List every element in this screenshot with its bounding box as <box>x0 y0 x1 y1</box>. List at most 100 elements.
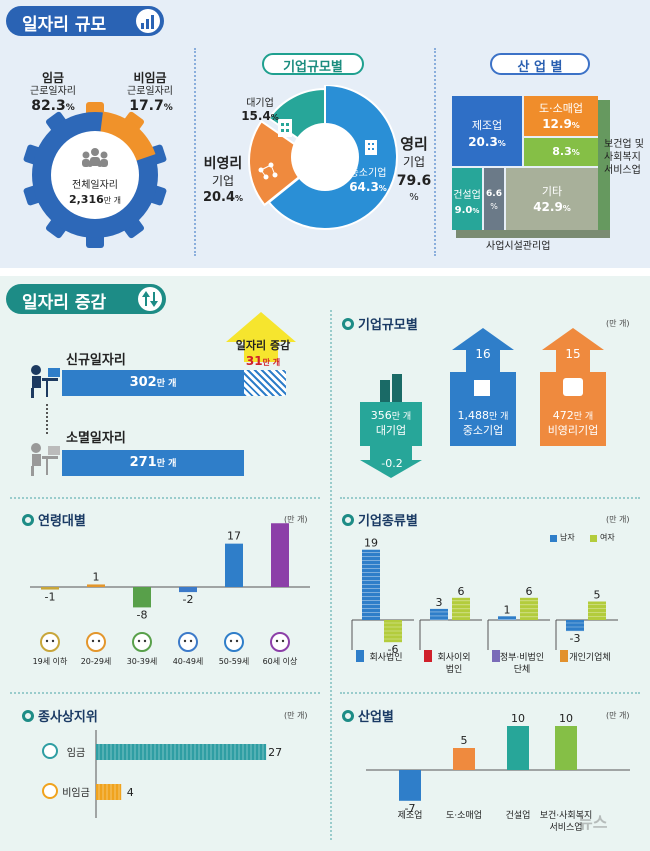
size-change-title-text: 기업규모별 <box>358 318 418 333</box>
sector-value-label: 10 <box>511 714 525 725</box>
up-down-arrows-icon <box>138 287 162 311</box>
sector-chart-unit: (만 개) <box>606 711 630 720</box>
bullet-icon <box>22 710 34 722</box>
facility-value: 6.6 <box>486 189 502 199</box>
health-label-3: 서비스업 <box>604 165 641 176</box>
age-value-label: 17 <box>227 530 241 543</box>
wage-value: 82.3% <box>18 98 88 114</box>
status-chart-unit: (만 개) <box>284 711 308 720</box>
age-bar <box>271 523 289 587</box>
treemap-side <box>598 100 610 230</box>
other-block <box>506 168 598 230</box>
total-jobs-label: 전체일자리 <box>72 180 118 191</box>
person-eye <box>275 639 279 643</box>
legend-female-swatch <box>590 535 597 542</box>
person-eye <box>51 639 55 643</box>
age-category-label: 20-29세 <box>81 657 112 666</box>
sme-pct: % <box>378 184 387 193</box>
sector-value-label: 5 <box>461 734 468 747</box>
manufacturing-number: 20.3 <box>468 135 498 149</box>
worker-desk-icon <box>31 443 60 476</box>
health-label-1: 보건업 및 <box>604 139 644 150</box>
nonwage-value-pct: % <box>163 103 173 113</box>
person-face-icon <box>42 783 58 799</box>
age-value-label: -2 <box>183 593 194 606</box>
sector-bar <box>507 726 529 770</box>
age-bar <box>41 587 59 590</box>
sector-chart-title: 산업별 <box>342 706 394 725</box>
increase-label: 일자리 증감 <box>235 339 291 352</box>
retail-value: 12.9% <box>524 117 598 131</box>
sector-category-label: 서비스업 <box>549 822 582 833</box>
other-value: 42.9% <box>506 200 598 214</box>
large-company-value: 15.4% <box>234 109 286 123</box>
person-eye <box>97 639 101 643</box>
health-label-2: 사회복지 <box>604 152 641 163</box>
person-face-icon <box>42 743 58 759</box>
lost-jobs-bar <box>62 450 244 476</box>
nonprofit-pct: % <box>235 194 244 203</box>
orgtype-category-label: 단체 <box>514 664 531 675</box>
size-increase-arrows <box>452 328 604 374</box>
increase-number: 31 <box>245 354 263 368</box>
sector-chart-title-text: 산업별 <box>358 710 394 725</box>
new-jobs-bar <box>62 370 244 396</box>
age-bar <box>87 584 105 587</box>
large-company-number: 15.4 <box>241 109 271 123</box>
person-eye <box>45 639 49 643</box>
sector-category-label: 제조업 <box>398 810 423 821</box>
orgtype-value-label: 5 <box>594 589 601 602</box>
profit-label-sub: 기업 <box>402 155 426 169</box>
sme-count-number: 1,488 <box>457 409 490 422</box>
construction-label: 건설업 <box>453 190 481 201</box>
nonprofit-label-sub: 기업 <box>211 174 235 188</box>
orgtype-chart-title: 기업종류별 <box>342 510 418 529</box>
nonprofit-increase-arrow <box>542 328 604 374</box>
age-category-label: 30-39세 <box>127 657 158 666</box>
facility-block <box>484 168 504 230</box>
orgtype-category-label: 법인 <box>446 664 463 675</box>
status-bar <box>96 744 267 760</box>
size-change-graphic <box>360 372 606 478</box>
building-icon <box>560 650 568 662</box>
orgtype-value-label: 1 <box>504 603 511 616</box>
sme-label: 중소기업 <box>349 168 387 179</box>
age-category-label: 19세 이하 <box>33 656 68 666</box>
age-category-label: 40-49세 <box>173 657 204 666</box>
total-jobs-number: 2,316 <box>68 193 104 206</box>
orgtype-value-label: 3 <box>436 596 443 609</box>
divider <box>10 497 320 499</box>
health-value: 8.3% <box>536 145 596 158</box>
size-change-title: 기업규모별 <box>342 314 418 333</box>
sector-category-label: 건설업 <box>506 810 531 821</box>
construction-pct: % <box>472 207 480 215</box>
wage-label: 임금 <box>28 71 78 85</box>
profit-label: 영리 <box>400 135 428 153</box>
profit-value: 79.6 <box>396 173 432 189</box>
sector-bar <box>453 748 475 770</box>
person-eye <box>137 639 141 643</box>
status-category-label: 임금 <box>67 746 85 759</box>
age-category-label: 50-59세 <box>219 657 250 666</box>
job-change-title: 일자리 증감 <box>22 293 107 313</box>
orgtype-bar <box>566 620 584 632</box>
orgtype-value-label: -6 <box>388 643 399 656</box>
large-company-pct: % <box>270 113 279 122</box>
status-category-label: 비임금 <box>62 786 90 799</box>
sme-number: 64.3 <box>349 180 379 194</box>
watermark: 뉴스 <box>578 813 608 832</box>
orgtype-value-label: 6 <box>458 585 465 598</box>
job-scale-title: 일자리 규모 <box>22 15 107 35</box>
bullet-icon <box>342 514 354 526</box>
office-building-icon <box>474 380 490 396</box>
orgtype-value-label: -3 <box>570 632 581 645</box>
person-face-icon <box>86 632 106 652</box>
sme-delta: 16 <box>475 347 491 361</box>
orgtype-value-label: 19 <box>364 537 378 550</box>
nonprofit-value: 20.4% <box>196 190 250 205</box>
person-eye <box>143 639 147 643</box>
dotted-link <box>46 404 48 434</box>
wage-title: 임금 <box>41 71 65 85</box>
bullet-icon <box>342 318 354 330</box>
